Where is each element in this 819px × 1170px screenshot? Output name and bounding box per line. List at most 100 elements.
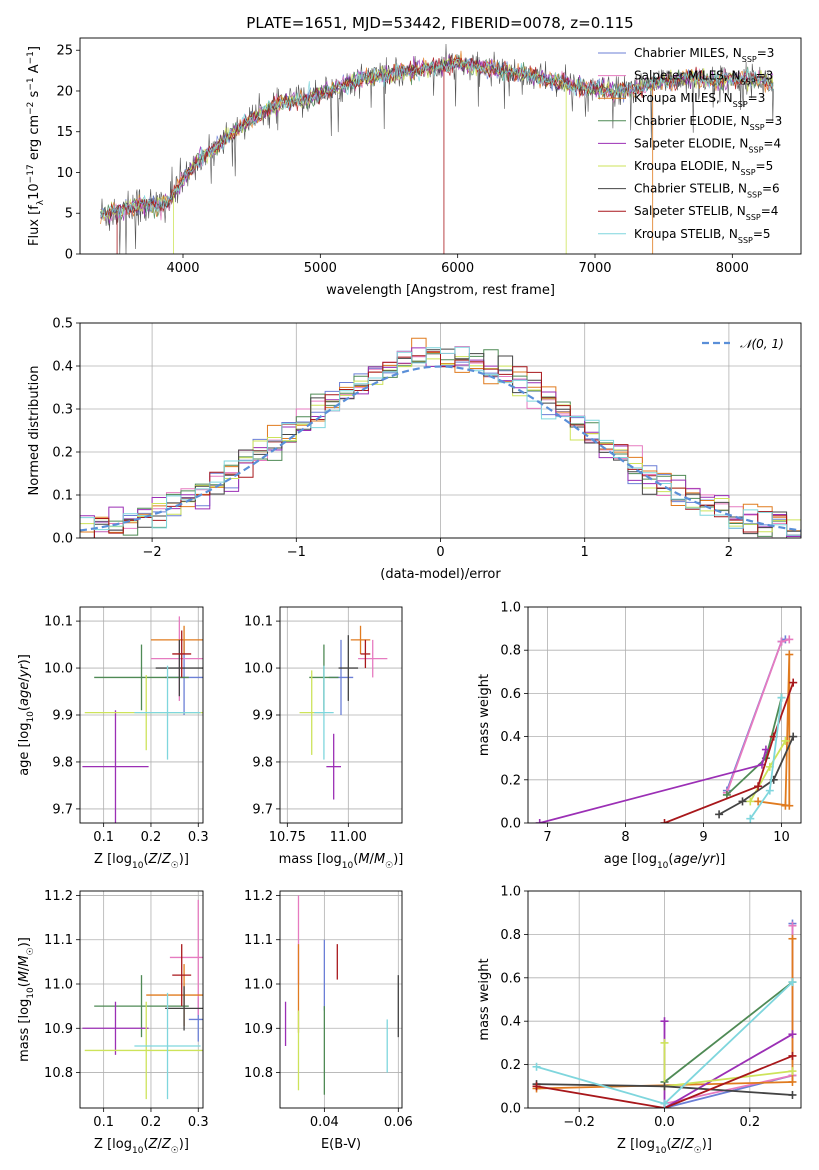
label-part: 10: [27, 183, 42, 200]
y-tick-label: 0.4: [500, 1015, 521, 1030]
x-tick-label: 11.00: [330, 830, 367, 845]
y-tick-label: 11.1: [244, 933, 273, 948]
x-axis-label: (data-model)/error: [380, 567, 501, 582]
weight-line: [539, 749, 767, 823]
label-part: E(B-V): [321, 1137, 361, 1152]
label-part: )]: [715, 852, 725, 867]
x-tick-label: 9: [699, 830, 707, 845]
x-axis-label: Z [log10(Z/Z☉)]: [94, 852, 189, 871]
x-tick-label: −1: [287, 545, 306, 560]
y-axis-label: mass weight: [477, 958, 492, 1040]
label-part: yr: [17, 663, 32, 679]
label-part: M: [374, 852, 385, 867]
y-tick-label: 10.1: [44, 615, 73, 630]
y-tick-label: 10.9: [244, 1022, 273, 1037]
axes-frame: [279, 606, 403, 824]
label-part: Flux [f: [27, 205, 42, 246]
y-tick-label: 9.8: [52, 755, 73, 770]
plot-area-spectrum: [100, 43, 774, 254]
legend-value: =3: [748, 91, 766, 105]
label-part: Z: [161, 1137, 172, 1152]
y-tick-label: 10.9: [44, 1022, 73, 1037]
label-part: /: [157, 852, 162, 867]
y-tick-label: 10.8: [44, 1066, 73, 1081]
label-part: (: [143, 852, 148, 867]
label-part: (: [17, 706, 32, 711]
x-tick-label: 5000: [304, 261, 337, 276]
legend-value: =3: [757, 46, 775, 60]
y-tick-label: 11.0: [244, 978, 273, 993]
label-part: Z [log: [94, 1137, 132, 1152]
legend-sub: SSP: [748, 145, 763, 154]
axes-mass_weight_vs_Z: −0.2 0.0 0.20.00.20.40.60.81.0Z [log10(Z/Z…: [477, 885, 802, 1156]
label-part: Z: [161, 852, 172, 867]
y-tick-label: 5: [65, 207, 73, 222]
label-part: 10: [26, 987, 36, 999]
label-part: mass [log: [17, 999, 32, 1062]
y-tick-label: 0: [65, 248, 73, 263]
label-part: M: [17, 955, 32, 966]
legend-name: Salpeter STELIB, N: [634, 204, 746, 218]
x-tick-label: −0.2: [563, 1115, 595, 1130]
x-tick-label: 0.3: [188, 830, 209, 845]
label-part: yr: [701, 852, 717, 867]
x-tick-label: 0.3: [188, 1115, 209, 1130]
y-tick-label: 0.2: [52, 446, 73, 461]
label-part: Z: [148, 1137, 159, 1152]
plot-area-age_vs_Z: [82, 616, 203, 823]
y-tick-label: 10.8: [244, 1066, 273, 1081]
label-part: Z: [148, 852, 159, 867]
x-tick-label: 6000: [441, 261, 474, 276]
label-part: Z: [671, 1137, 682, 1152]
legend-value: =3: [765, 114, 783, 128]
x-tick-label: 0.2: [141, 830, 162, 845]
axes-frame: [79, 37, 802, 255]
legend-name: Chabrier MILES, N: [634, 46, 742, 60]
y-tick-label: 0.8: [500, 928, 521, 943]
weight-line: [536, 1055, 793, 1108]
axes-mass_vs_EBV: 0.04 0.06 10.8 10.9 11.0 11.1 11.2 E(B-V): [244, 889, 413, 1152]
y-tick-label: 0.4: [500, 730, 521, 745]
label-part: /: [680, 1137, 685, 1152]
label-part: ☉: [171, 861, 179, 871]
legend-sub: SSP: [738, 235, 753, 244]
x-tick-label: 7000: [578, 261, 611, 276]
y-tick-label: 10.1: [244, 615, 273, 630]
legend-sub: SSP: [746, 213, 761, 222]
axes-frame: [79, 322, 802, 539]
y-tick-label: 0.2: [500, 1058, 521, 1073]
figure-title: PLATE=1651, MJD=53442, FIBERID=0078, z=0…: [246, 14, 633, 32]
x-axis-label: mass [log10(M/M☉)]: [279, 852, 404, 871]
axes-frame: [527, 890, 802, 1109]
y-tick-label: 9.9: [52, 709, 73, 724]
label-part: ]: [27, 46, 42, 51]
plot-area-age_vs_mass: [299, 625, 388, 800]
y-tick-label: 0.6: [500, 971, 521, 986]
y-tick-label: 9.9: [252, 709, 273, 724]
label-part: 10: [657, 861, 669, 871]
legend-label: 𝒩(0, 1): [740, 337, 784, 351]
label-part: (: [143, 1137, 148, 1152]
plot-area-mass_weight_vs_age: [535, 635, 798, 823]
weight-line: [664, 925, 794, 1105]
y-axis-label: Flux [fλ10−17 erg cm−2 s−1 A−1]: [26, 46, 46, 246]
label-part: age [log: [604, 852, 657, 867]
y-tick-label: 11.0: [44, 978, 73, 993]
y-tick-label: 1.0: [500, 885, 521, 900]
legend-sub: SSP: [733, 100, 748, 109]
axes-frame: [79, 890, 204, 1109]
y-tick-label: 10.0: [44, 662, 73, 677]
x-tick-label: 7: [543, 830, 551, 845]
label-part: /: [17, 677, 32, 682]
legend-sub: SSP: [750, 122, 765, 131]
legend-label: Chabrier ELODIE, NSSP=3: [634, 114, 782, 132]
axes-frame: [279, 890, 403, 1109]
normal-curve: [80, 365, 801, 532]
legend-name: Kroupa STELIB, N: [634, 227, 738, 241]
y-tick-label: 10: [56, 166, 73, 181]
label-part: 10: [655, 1146, 667, 1156]
x-tick-label: 0.2: [739, 1115, 760, 1130]
axes-frame: [527, 606, 802, 824]
x-axis-label: Z [log10(Z/Z☉)]: [94, 1137, 189, 1156]
